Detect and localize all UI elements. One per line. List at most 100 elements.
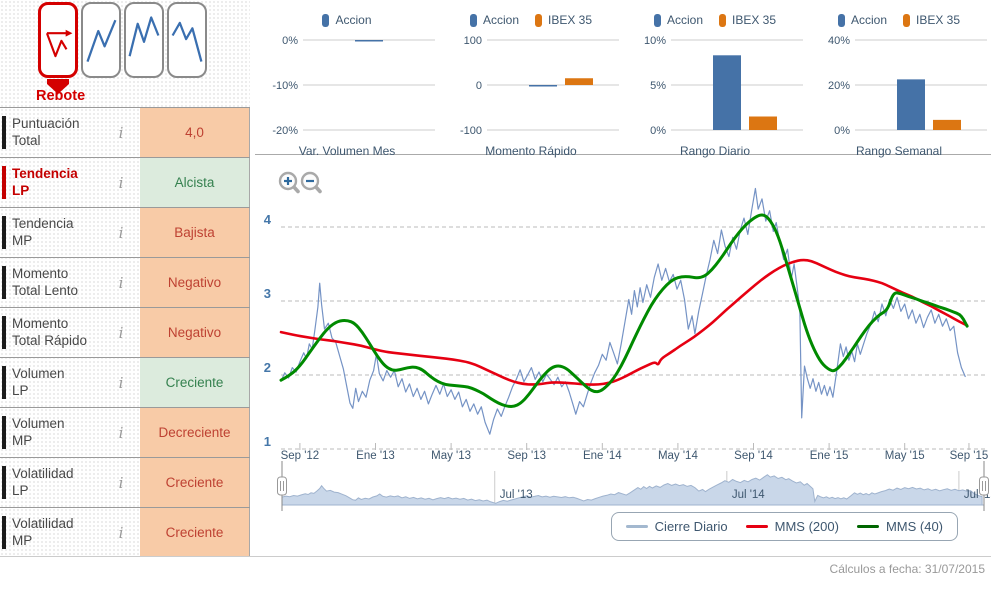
- indicator-row-volumen-mp: Volumen MP i Decreciente: [0, 407, 250, 457]
- info-icon[interactable]: i: [118, 473, 124, 492]
- indicator-label: Volatilidad MP: [12, 516, 74, 548]
- legend-item-mms-40-[interactable]: MMS (40): [856, 519, 943, 534]
- mini-chart-var-volumen-mes: Accion 0% -10% -20% Var. Volumen Mes: [255, 0, 439, 158]
- chart-legend: Cierre Diario MMS (200) MMS (40): [610, 512, 958, 541]
- indicator-row-puntuaci-n-total: Puntuación Total i 4,0: [0, 107, 250, 157]
- zoom-out-icon[interactable]: [300, 171, 322, 194]
- bar-ibex-35[interactable]: [933, 119, 961, 130]
- bar-ibex-35[interactable]: [749, 116, 777, 131]
- bounce-pattern-icon: [45, 29, 73, 58]
- indicator-value: Creciente: [140, 458, 250, 507]
- legend-item[interactable]: IBEX 35: [719, 13, 776, 27]
- info-icon[interactable]: i: [118, 323, 124, 342]
- mini-y-tick: -10%: [272, 80, 298, 92]
- legend-item[interactable]: Accion: [653, 13, 703, 27]
- indicator-value: Negativo: [140, 308, 250, 357]
- navigator-label: Jul '14: [732, 489, 765, 501]
- pattern-tile-1[interactable]: [38, 2, 78, 78]
- series-mms-40-: [279, 213, 969, 408]
- row-accent-bar: [2, 366, 6, 399]
- x-axis-label: Sep '15: [950, 450, 989, 462]
- mini-y-tick: 10%: [644, 35, 666, 47]
- ibex-swatch-icon: [535, 13, 542, 27]
- x-axis-label: Sep '14: [734, 450, 773, 462]
- info-icon[interactable]: i: [118, 123, 124, 142]
- mini-y-tick: -100: [460, 125, 482, 137]
- mini-chart-legend: Accion: [255, 0, 439, 32]
- double-top-pattern-icon: [128, 16, 160, 57]
- pattern-tile-4[interactable]: [167, 2, 207, 78]
- info-icon[interactable]: i: [118, 373, 124, 392]
- bar-accion[interactable]: [355, 40, 383, 42]
- y-axis-label: 2: [264, 360, 271, 375]
- indicator-label: Volumen MP: [12, 416, 65, 448]
- y-axis-label: 4: [264, 212, 272, 227]
- mini-chart-rango-diario: Accion IBEX 35 10% 5% 0% Rango Diario: [623, 0, 807, 158]
- mini-chart-title: Var. Volumen Mes: [298, 144, 396, 158]
- x-axis-label: Ene '15: [810, 450, 849, 462]
- mini-chart-legend: Accion IBEX 35: [807, 0, 991, 32]
- zoom-in-icon[interactable]: [278, 171, 300, 194]
- navigator-label: Jul '13: [500, 489, 533, 501]
- downtrend-pattern-icon: [171, 21, 203, 62]
- accion-swatch-icon: [469, 13, 477, 27]
- accion-swatch-icon: [653, 13, 661, 27]
- x-axis-label: Ene '14: [583, 450, 622, 462]
- mini-y-tick: 0%: [650, 125, 666, 137]
- info-icon[interactable]: i: [118, 273, 124, 292]
- y-axis-label: 3: [264, 286, 271, 301]
- indicator-value: 4,0: [140, 108, 250, 157]
- info-icon[interactable]: i: [118, 523, 124, 542]
- mini-chart-title: Rango Semanal: [855, 144, 943, 158]
- indicator-row-tendencia-mp: Tendencia MP i Bajista: [0, 207, 250, 257]
- legend-item-mms-200-[interactable]: MMS (200): [745, 519, 839, 534]
- legend-item[interactable]: Accion: [322, 13, 372, 27]
- x-axis-label: Ene '13: [356, 450, 395, 462]
- navigator-left-handle[interactable]: [277, 461, 287, 511]
- mini-y-tick: 5%: [650, 80, 666, 92]
- indicator-row-tendencia-lp: Tendencia LP i Alcista: [0, 157, 250, 207]
- x-axis-label: May '14: [658, 450, 699, 462]
- mini-chart-title: Rango Diario: [679, 144, 751, 158]
- bar-accion[interactable]: [529, 85, 557, 87]
- mini-y-tick: 40%: [828, 35, 850, 47]
- mini-y-tick: 20%: [828, 80, 850, 92]
- indicator-label: Puntuación Total: [12, 116, 80, 148]
- legend-item[interactable]: Accion: [837, 13, 887, 27]
- bar-ibex-35[interactable]: [565, 78, 593, 85]
- uptrend-zigzag-pattern-icon: [86, 19, 117, 62]
- navigator-area: [281, 474, 983, 506]
- legend-item[interactable]: Accion: [469, 13, 519, 27]
- bar-accion[interactable]: [713, 55, 741, 130]
- indicator-row-momento-total-r-pido: Momento Total Rápido i Negativo: [0, 307, 250, 357]
- indicator-value: Decreciente: [140, 408, 250, 457]
- info-icon[interactable]: i: [118, 173, 124, 192]
- info-icon[interactable]: i: [118, 223, 124, 242]
- calculation-date: Cálculos a fecha: 31/07/2015: [829, 562, 985, 576]
- indicator-label: Tendencia LP: [12, 166, 78, 198]
- row-accent-bar: [2, 316, 6, 349]
- legend-item[interactable]: IBEX 35: [903, 13, 960, 27]
- navigator-right-handle[interactable]: [979, 461, 989, 511]
- indicator-panel: Rebote Puntuación Total i 4,0 Tendencia LP i Al…: [0, 0, 250, 557]
- x-axis-label: Sep '13: [507, 450, 546, 462]
- legend-item-cierre-diario[interactable]: Cierre Diario: [625, 519, 728, 534]
- chart-zoom-controls: [278, 171, 322, 194]
- legend-item[interactable]: IBEX 35: [535, 13, 592, 27]
- pattern-tile-2[interactable]: [81, 2, 121, 78]
- indicator-label: Volumen LP: [12, 366, 65, 398]
- series-mms-200-: [279, 258, 969, 386]
- bar-accion[interactable]: [897, 79, 925, 130]
- ibex-swatch-icon: [903, 13, 910, 27]
- x-axis-label: Sep '12: [281, 450, 320, 462]
- mini-chart-rango-semanal: Accion IBEX 35 40% 20% 0% Rango Semanal: [807, 0, 991, 158]
- row-accent-bar: [2, 416, 6, 449]
- x-axis-label: May '13: [431, 450, 471, 462]
- price-chart: 1 2 3 4 Sep '12 Ene '13 May '13 Sep '13 Ene '14 M…: [264, 187, 989, 462]
- footer-divider: [0, 556, 991, 557]
- mini-chart-momento-r-pido: Accion IBEX 35 100 0 -100 Momento Rápido: [439, 0, 623, 158]
- info-icon[interactable]: i: [118, 423, 124, 442]
- mini-y-tick: -20%: [272, 125, 298, 137]
- pattern-tile-3[interactable]: [124, 2, 164, 78]
